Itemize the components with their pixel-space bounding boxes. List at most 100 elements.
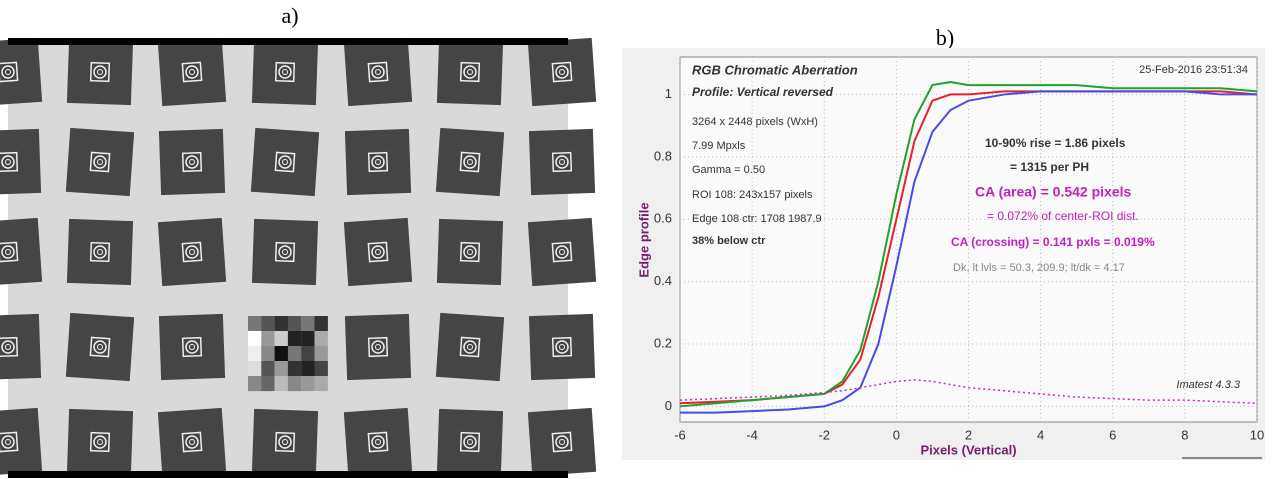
target-square xyxy=(345,314,411,380)
y-tick-label: 0.8 xyxy=(654,148,672,163)
x-tick-label: 10 xyxy=(1250,427,1264,442)
target-square xyxy=(528,408,596,476)
target-square xyxy=(437,409,503,475)
square xyxy=(344,408,412,476)
annotation: Imatest 4.3.3 xyxy=(1176,379,1240,391)
target-square xyxy=(159,129,225,195)
pixel-cell xyxy=(275,376,288,391)
x-tick-label: 4 xyxy=(1037,427,1044,442)
y-tick-label: 0 xyxy=(665,398,672,413)
annotation: Edge 108 ctr: 1708 1987.9 xyxy=(692,213,822,225)
square xyxy=(159,129,225,195)
square xyxy=(345,129,411,195)
annotation: Dk, lt lvls = 50.3, 209.9; lt/dk = 4.17 xyxy=(953,262,1125,274)
annotation: 10-90% rise = 1.86 pixels xyxy=(985,136,1126,150)
target-square xyxy=(528,218,596,286)
pixel-cell xyxy=(315,346,328,361)
pixel-cell xyxy=(261,331,274,346)
annotation: = 0.072% of center-ROI dist. xyxy=(987,209,1139,223)
target-square xyxy=(436,313,504,381)
target-square xyxy=(67,39,133,105)
square xyxy=(436,128,504,196)
test-chart-image xyxy=(0,38,596,478)
pixel-cell xyxy=(275,346,288,361)
target-square xyxy=(344,408,412,476)
pixel-cell xyxy=(275,316,288,331)
square xyxy=(158,38,226,106)
target-square xyxy=(67,219,133,285)
annotation: = 1315 per PH xyxy=(1010,160,1089,174)
target-square xyxy=(528,38,596,106)
target-square xyxy=(67,409,133,475)
chart-title: RGB Chromatic Aberration xyxy=(692,62,858,77)
annotation: 38% below ctr xyxy=(692,235,766,247)
square xyxy=(67,39,133,105)
pixel-cell xyxy=(288,331,301,346)
square xyxy=(437,219,503,285)
panel-label: a) xyxy=(281,3,298,28)
target-square xyxy=(251,128,319,196)
target-square xyxy=(436,128,504,196)
pixel-cell xyxy=(261,361,274,376)
pixel-cell xyxy=(248,331,261,346)
square xyxy=(345,314,411,380)
pixel-cell xyxy=(301,346,314,361)
pixel-cell xyxy=(248,376,261,391)
square xyxy=(528,218,596,286)
square xyxy=(344,38,412,106)
pixel-cell xyxy=(248,346,261,361)
x-tick-label: 8 xyxy=(1181,427,1188,442)
square xyxy=(252,409,318,475)
square xyxy=(344,218,412,286)
target-square xyxy=(0,38,42,106)
square xyxy=(437,409,503,475)
x-axis-label: Pixels (Vertical) xyxy=(920,442,1016,457)
target-square xyxy=(158,408,226,476)
pixel-cell xyxy=(275,361,288,376)
target-square xyxy=(437,219,503,285)
y-tick-label: 0.2 xyxy=(654,335,672,350)
x-tick-label: 6 xyxy=(1109,427,1116,442)
pixel-cell xyxy=(315,376,328,391)
annotation: 3264 x 2448 pixels (WxH) xyxy=(692,116,818,128)
pixel-cell xyxy=(248,361,261,376)
pixel-cell xyxy=(261,346,274,361)
x-tick-label: 0 xyxy=(893,427,900,442)
square xyxy=(0,218,42,286)
target-square xyxy=(252,219,318,285)
target-square xyxy=(0,408,42,476)
annotation: CA (crossing) = 0.141 pxls = 0.019% xyxy=(951,235,1155,249)
target-square xyxy=(0,314,41,380)
pixel-cell xyxy=(288,361,301,376)
y-tick-label: 0.6 xyxy=(654,211,672,226)
target-square xyxy=(344,218,412,286)
square xyxy=(528,408,596,476)
square xyxy=(0,408,42,476)
pixel-cell xyxy=(261,376,274,391)
target-square xyxy=(529,314,595,380)
pixel-cell xyxy=(288,376,301,391)
square xyxy=(436,313,504,381)
target-square xyxy=(437,39,503,105)
square xyxy=(0,314,41,380)
black-bar xyxy=(8,38,568,45)
annotation: 25-Feb-2016 23:51:34 xyxy=(1139,64,1248,76)
target-square xyxy=(252,39,318,105)
chart-subtitle: Profile: Vertical reversed xyxy=(692,85,834,99)
pixel-cell xyxy=(288,346,301,361)
y-axis-label: Edge profile xyxy=(636,202,651,277)
target-square xyxy=(158,218,226,286)
square xyxy=(529,129,595,195)
x-tick-label: -2 xyxy=(818,427,830,442)
annotation: Gamma = 0.50 xyxy=(692,164,765,176)
square xyxy=(252,219,318,285)
pixel-cell xyxy=(315,361,328,376)
target-square xyxy=(158,38,226,106)
square xyxy=(66,128,134,196)
pixel-cell xyxy=(301,361,314,376)
figure: a) b) 00.20.40.60.81-6-4-20246810RGB Chr… xyxy=(0,0,1275,479)
target-square xyxy=(66,128,134,196)
panel-label: b) xyxy=(936,25,954,50)
square xyxy=(66,313,134,381)
pixel-cell xyxy=(301,331,314,346)
